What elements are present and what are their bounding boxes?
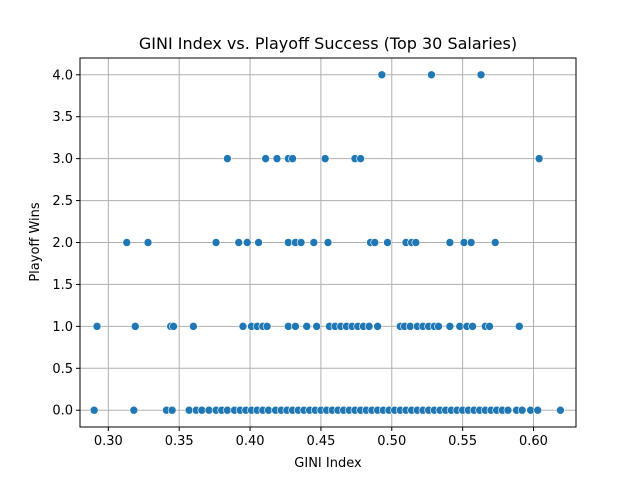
x-tick-label: 0.30: [94, 434, 123, 449]
data-point: [373, 322, 382, 331]
data-point: [445, 322, 455, 331]
data-point: [466, 238, 476, 247]
data-point: [291, 322, 300, 331]
data-point: [515, 322, 524, 331]
data-point: [122, 238, 132, 247]
data-point: [223, 154, 232, 163]
x-axis-label: GINI Index: [294, 456, 362, 471]
data-point: [490, 238, 500, 247]
y-tick-label: 0.0: [52, 404, 73, 419]
data-point: [517, 405, 527, 415]
data-point: [356, 154, 365, 163]
data-point: [302, 322, 312, 331]
data-point: [143, 238, 153, 247]
data-point: [167, 405, 177, 415]
x-tick-label: 0.50: [377, 434, 406, 449]
data-point: [377, 70, 387, 80]
x-tick-label: 0.45: [306, 434, 335, 449]
y-tick-label: 2.0: [52, 236, 73, 251]
data-point: [370, 238, 380, 247]
data-point: [296, 238, 306, 247]
x-tick-label: 0.40: [236, 434, 265, 449]
data-point: [485, 322, 494, 331]
data-point: [288, 154, 297, 163]
data-point: [169, 322, 178, 331]
data-point: [242, 238, 252, 247]
data-point: [189, 322, 198, 331]
data-point: [272, 154, 282, 163]
data-point: [129, 405, 139, 415]
data-point: [312, 322, 321, 331]
data-point: [238, 322, 248, 331]
y-axis-label: Playoff Wins: [28, 202, 43, 282]
y-tick-label: 4.0: [52, 68, 73, 83]
data-point: [411, 238, 421, 247]
y-tick-label: 3.5: [52, 110, 73, 125]
x-tick-label: 0.35: [165, 434, 194, 449]
data-point: [234, 238, 244, 247]
y-tick-label: 1.5: [52, 278, 73, 293]
data-point: [262, 322, 272, 331]
data-point: [320, 154, 330, 163]
data-point: [323, 238, 333, 247]
data-point: [211, 238, 221, 247]
x-tick-label: 0.55: [448, 434, 477, 449]
axis-ticks: 0.30 0.35 0.40 0.45 0.50 0.55 0.60 0.0 0.5 1.0 1.5…: [52, 68, 548, 449]
data-point: [445, 238, 455, 247]
chart-title: GINI Index vs. Playoff Success (Top 30 S…: [139, 34, 517, 53]
data-point: [503, 405, 513, 415]
data-point: [434, 322, 443, 331]
data-point: [476, 70, 486, 80]
data-point: [89, 405, 99, 415]
y-tick-label: 2.5: [52, 194, 73, 209]
data-point: [556, 405, 565, 415]
data-point: [533, 405, 543, 415]
data-point: [534, 154, 544, 163]
x-tick-label: 0.60: [519, 434, 548, 449]
data-point: [383, 238, 392, 247]
data-point: [130, 322, 140, 331]
data-point: [468, 322, 477, 331]
data-point: [309, 238, 319, 247]
data-point: [364, 322, 374, 331]
y-tick-label: 3.0: [52, 152, 73, 167]
data-point: [261, 154, 270, 163]
data-point: [427, 70, 436, 80]
data-points: [89, 70, 565, 415]
data-point: [254, 238, 263, 247]
y-tick-label: 0.5: [52, 362, 73, 377]
data-point: [92, 322, 102, 331]
y-tick-label: 1.0: [52, 320, 73, 335]
